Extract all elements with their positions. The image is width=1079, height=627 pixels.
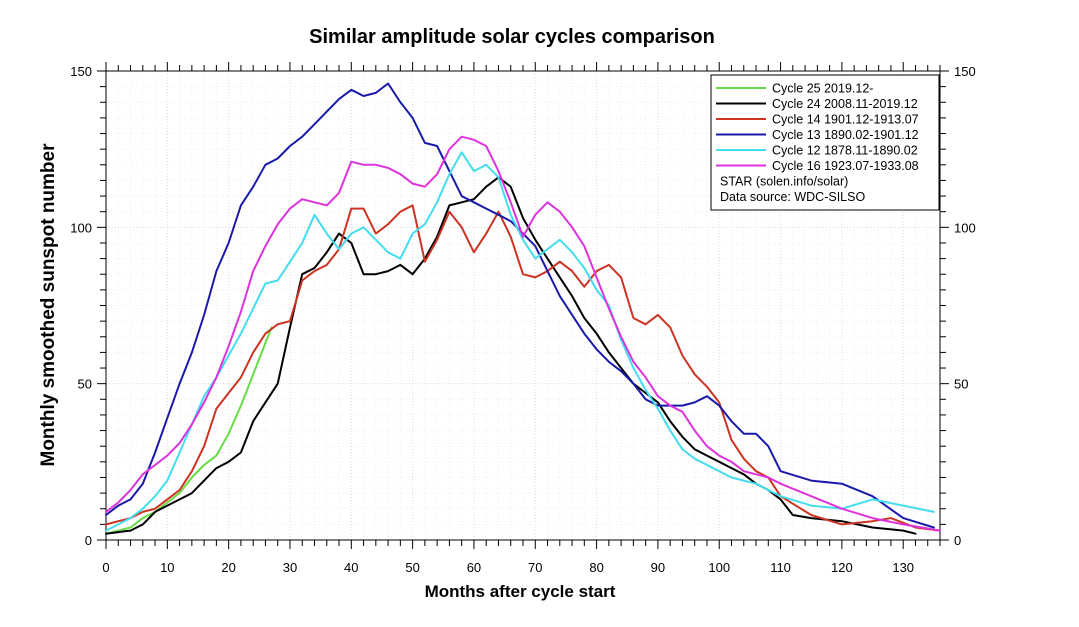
legend-entry-6: Cycle 16 1923.07-1933.08 [772, 159, 919, 173]
x-tick-label: 0 [102, 560, 109, 575]
x-tick-label: 10 [160, 560, 174, 575]
y-tick-label-right: 150 [954, 64, 976, 79]
y-tick-label: 50 [78, 377, 92, 392]
x-tick-label: 100 [708, 560, 730, 575]
x-tick-label: 50 [405, 560, 419, 575]
x-tick-label: 130 [892, 560, 914, 575]
legend-box [710, 74, 940, 211]
x-tick-label: 30 [283, 560, 297, 575]
y-tick-label-right: 50 [954, 377, 968, 392]
y-tick-label-right: 0 [954, 533, 961, 548]
series-lines [105, 82, 941, 535]
x-tick-label: 90 [651, 560, 665, 575]
x-tick-label: 120 [831, 560, 853, 575]
y-axis-label: Monthly smoothed sunspot number [38, 143, 59, 467]
x-tick-label: 40 [344, 560, 358, 575]
series-line-3 [105, 204, 941, 532]
legend-entry-4: Cycle 13 1890.02-1901.12 [772, 128, 919, 142]
x-tick-label: 20 [221, 560, 235, 575]
legend-entry-3: Cycle 14 1901.12-1913.07 [772, 113, 919, 127]
x-tick-label: 60 [467, 560, 481, 575]
y-tick-label: 150 [70, 64, 92, 79]
series-line-4 [105, 82, 935, 529]
x-tick-label: 70 [528, 560, 542, 575]
x-axis-label: Months after cycle start [425, 582, 616, 601]
x-tick-label: 80 [589, 560, 603, 575]
legend-note-1: STAR (solen.info/solar) [720, 175, 848, 189]
legend: Cycle 25 2019.12-Cycle 24 2008.11-2019.1… [710, 74, 940, 211]
chart-title: Similar amplitude solar cycles compariso… [309, 26, 715, 48]
series-line-2 [105, 176, 917, 535]
y-tick-label: 100 [70, 220, 92, 235]
legend-entry-5: Cycle 12 1878.11-1890.02 [772, 144, 918, 158]
y-tick-label-right: 100 [954, 220, 976, 235]
y-tick-label: 0 [85, 533, 92, 548]
x-tick-label: 110 [770, 560, 791, 575]
legend-note-2: Data source: WDC-SILSO [720, 190, 865, 204]
legend-entry-2: Cycle 24 2008.11-2019.12 [772, 97, 918, 111]
series-line-1 [105, 326, 273, 535]
series-line-5 [105, 151, 935, 532]
legend-entry-1: Cycle 25 2019.12- [772, 82, 873, 96]
series-line-6 [105, 135, 941, 532]
